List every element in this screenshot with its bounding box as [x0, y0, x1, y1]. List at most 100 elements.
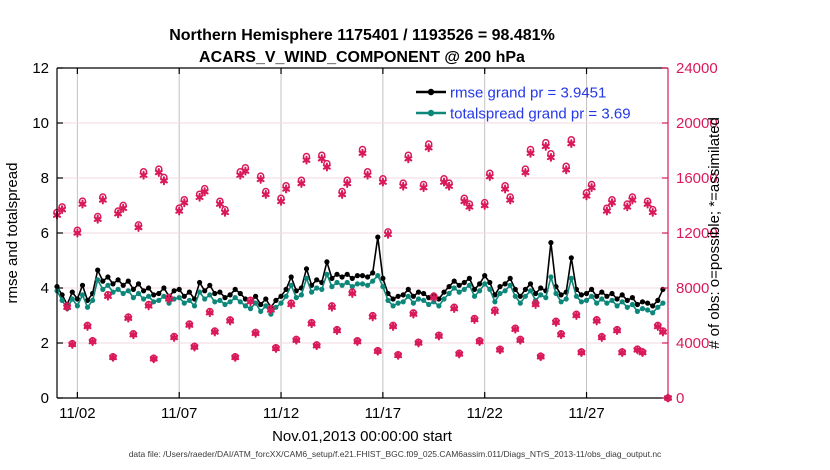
- totalspread-marker: [135, 290, 142, 297]
- rmse-marker: [375, 234, 381, 240]
- totalspread-marker: [573, 293, 580, 299]
- totalspread-marker: [130, 295, 136, 301]
- obs-point: [480, 198, 489, 210]
- totalspread-marker: [288, 282, 294, 288]
- totalspread-marker: [548, 274, 554, 280]
- obs-point: [256, 172, 265, 184]
- totalspread-marker: [604, 300, 610, 306]
- possible-circle-marker: [582, 189, 591, 197]
- rmse-marker: [176, 286, 182, 292]
- axis-frame: [56, 67, 669, 399]
- obs-point: [490, 306, 499, 316]
- totalspread-marker: [456, 289, 462, 295]
- possible-circle-marker: [328, 302, 336, 310]
- obs-point: [297, 176, 306, 188]
- possible-circle-marker: [318, 151, 326, 159]
- data-file-footnote: data file: /Users/raeder/DAI/ATM_forcXX/…: [129, 449, 662, 459]
- rmse-marker: [533, 290, 539, 297]
- rmse-marker: [130, 286, 136, 292]
- possible-circle-marker: [226, 316, 234, 324]
- obs-point: [175, 204, 184, 216]
- totalspread-marker: [466, 282, 472, 288]
- possible-circle-marker: [374, 346, 382, 355]
- possible-circle-marker: [363, 168, 372, 176]
- obs-point: [389, 321, 398, 331]
- totalspread-marker: [309, 289, 315, 295]
- totalspread-marker: [614, 303, 620, 309]
- possible-circle-marker: [491, 306, 499, 314]
- rmse-marker: [548, 240, 554, 246]
- rmse-marker: [645, 300, 651, 306]
- possible-circle-marker: [440, 175, 448, 183]
- rmse-marker: [324, 259, 330, 265]
- obs-point: [495, 345, 504, 355]
- totalspread-marker: [156, 297, 162, 303]
- legend-label-totalspread: totalspread grand pr = 3.69: [450, 106, 631, 123]
- rmse-marker: [650, 303, 656, 309]
- obs-point: [236, 168, 245, 180]
- possible-circle-marker: [139, 168, 148, 176]
- obs-point: [170, 332, 179, 342]
- rmse-marker: [186, 289, 192, 295]
- totalspread-marker: [390, 303, 396, 309]
- right-tick-label: 0: [676, 390, 684, 407]
- totalspread-marker: [660, 300, 666, 306]
- rmse-marker: [156, 290, 162, 297]
- grid-layer: [57, 68, 668, 398]
- obs-point: [541, 138, 550, 151]
- totalspread-marker: [410, 300, 416, 306]
- rmse-marker: [278, 293, 284, 299]
- rmse-marker: [492, 292, 498, 298]
- rmse-marker: [212, 290, 218, 297]
- rmse-marker: [273, 297, 279, 303]
- possible-circle-marker: [562, 162, 570, 171]
- obs-point: [165, 293, 174, 304]
- possible-circle-marker: [200, 184, 209, 193]
- obs-point: [516, 335, 525, 345]
- rmse-marker: [232, 286, 238, 292]
- totalspread-marker: [212, 299, 218, 305]
- rmse-marker: [84, 297, 91, 303]
- rmse-marker: [288, 274, 294, 280]
- obs-point: [154, 165, 163, 177]
- totalspread-marker: [609, 297, 615, 303]
- totalspread-marker: [232, 295, 238, 301]
- obs-point: [562, 162, 571, 175]
- possible-circle-marker: [547, 149, 555, 158]
- left-y-axis-label: rmse and totalspread: [4, 163, 21, 304]
- rmse-marker: [171, 288, 177, 294]
- left-tick-label: 4: [41, 280, 49, 297]
- possible-circle-marker: [587, 180, 596, 189]
- possible-circle-marker: [470, 314, 479, 323]
- possible-circle-marker: [93, 212, 102, 221]
- obs-point: [139, 168, 148, 180]
- possible-circle-marker: [58, 203, 66, 211]
- rmse-marker: [115, 277, 121, 283]
- totalspread-marker: [492, 299, 498, 305]
- possible-circle-marker: [592, 316, 601, 324]
- possible-circle-marker: [414, 338, 423, 346]
- rmse-marker: [395, 293, 401, 299]
- possible-circle-marker: [99, 193, 107, 201]
- obs-point: [511, 324, 520, 334]
- possible-circle-marker: [211, 327, 219, 335]
- legend-marker-rmse: [427, 88, 435, 96]
- possible-circle-marker: [409, 309, 418, 317]
- possible-circle-marker: [572, 310, 581, 319]
- totalspread-marker: [527, 288, 534, 294]
- possible-circle-marker: [567, 136, 576, 144]
- possible-circle-marker: [419, 180, 428, 189]
- obs-point: [58, 203, 67, 215]
- totalspread-marker: [263, 303, 269, 309]
- totalspread-marker: [380, 284, 386, 290]
- possible-circle-marker: [277, 194, 285, 203]
- obs-point: [348, 288, 357, 298]
- obs-point: [658, 327, 667, 337]
- possible-circle-marker: [83, 321, 92, 330]
- totalspread-marker: [186, 297, 192, 303]
- possible-circle-marker: [348, 288, 357, 296]
- obs-point: [567, 136, 576, 149]
- obs-point: [638, 348, 647, 358]
- totalspread-marker: [421, 297, 427, 303]
